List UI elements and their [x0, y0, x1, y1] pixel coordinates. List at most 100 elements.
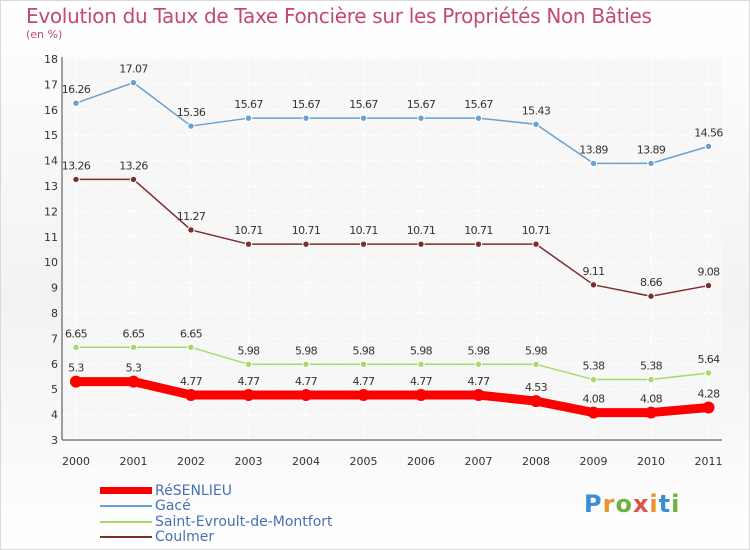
data-point	[589, 281, 598, 289]
data-point	[417, 360, 425, 369]
data-point	[647, 292, 655, 300]
data-label: 10.71	[292, 224, 321, 237]
data-label: 15.36	[177, 106, 206, 119]
y-tick-label: 13	[44, 180, 58, 193]
data-point	[300, 389, 312, 402]
data-point	[645, 406, 657, 419]
data-label: 15.67	[407, 98, 436, 111]
data-point	[302, 360, 310, 369]
legend-swatch-resenlieu	[100, 487, 152, 494]
legend-item-saint-evroult[interactable]: Saint-Evroult-de-Montfort	[100, 515, 400, 529]
data-point	[72, 99, 80, 107]
data-point	[302, 114, 310, 122]
data-point	[415, 389, 427, 402]
data-label: 8.66	[640, 276, 663, 289]
data-label: 5.38	[582, 360, 605, 373]
data-point	[302, 240, 310, 248]
legend-item-coulmer[interactable]: Coulmer	[100, 530, 400, 544]
x-tick-label: 2000	[62, 455, 90, 468]
data-label: 17.07	[119, 63, 148, 76]
data-label: 10.71	[349, 224, 378, 237]
data-label: 4.08	[640, 393, 663, 406]
y-tick-label: 5	[51, 383, 58, 396]
data-label: 4.77	[352, 375, 375, 388]
data-point	[532, 360, 540, 369]
data-label: 14.56	[694, 126, 723, 139]
data-point	[704, 142, 713, 151]
data-point	[127, 375, 140, 388]
data-label: 10.71	[464, 224, 493, 237]
y-tick-label: 7	[51, 332, 58, 345]
data-point	[704, 281, 713, 290]
x-tick-label: 2001	[120, 455, 148, 468]
data-label: 5.98	[237, 344, 260, 357]
data-point	[704, 369, 713, 377]
data-point	[647, 375, 655, 384]
data-point	[244, 360, 253, 369]
data-point	[72, 175, 80, 184]
data-label: 4.77	[467, 375, 490, 388]
data-point	[417, 114, 425, 122]
data-point	[357, 389, 370, 402]
data-point	[244, 114, 253, 122]
data-point	[474, 240, 483, 248]
data-label: 5.38	[640, 360, 663, 373]
data-point	[702, 401, 715, 414]
data-point	[359, 360, 368, 369]
chart-title: Evolution du Taux de Taxe Foncière sur l…	[26, 4, 652, 28]
data-point	[129, 175, 138, 184]
data-label: 15.67	[464, 98, 493, 111]
data-label: 4.77	[295, 375, 318, 388]
data-point	[532, 240, 540, 248]
legend-label-saint-evroult: Saint-Evroult-de-Montfort	[155, 514, 333, 530]
data-point	[474, 114, 483, 122]
data-label: 6.65	[65, 327, 88, 340]
data-label: 10.71	[407, 224, 436, 237]
series-line-0	[71, 377, 713, 418]
y-tick-label: 12	[44, 205, 58, 218]
legend-swatch-saint-evroult	[100, 521, 152, 523]
data-label: 5.98	[467, 344, 490, 357]
data-label: 15.67	[349, 98, 378, 111]
y-tick-label: 4	[51, 409, 58, 422]
y-tick-label: 6	[51, 358, 58, 371]
x-tick-label: 2006	[407, 455, 435, 468]
data-point	[72, 343, 80, 351]
data-label: 5.98	[295, 344, 318, 357]
data-label: 6.65	[180, 327, 203, 340]
y-tick-label: 15	[44, 129, 58, 142]
x-tick-label: 2011	[695, 455, 723, 468]
data-label: 13.26	[119, 159, 148, 172]
legend-item-resenlieu[interactable]: RéSENLIEU	[100, 484, 400, 498]
legend-swatch-gace	[100, 505, 152, 507]
y-tick-label: 10	[44, 256, 58, 269]
x-tick-label: 2004	[292, 455, 320, 468]
y-tick-label: 8	[51, 307, 58, 320]
data-point	[187, 343, 195, 351]
data-point	[472, 389, 485, 402]
data-point	[129, 343, 138, 351]
legend-label-gace: Gacé	[155, 498, 191, 514]
data-label: 10.71	[234, 224, 263, 237]
data-label: 13.89	[637, 143, 666, 156]
data-label: 15.67	[234, 98, 263, 111]
series-line-2	[75, 346, 710, 381]
y-tick-label: 16	[44, 104, 58, 117]
legend-item-gace[interactable]: Gacé	[100, 499, 400, 513]
data-point	[359, 240, 368, 248]
data-label: 11.27	[177, 210, 206, 223]
legend-label-coulmer: Coulmer	[155, 529, 215, 545]
data-label: 4.08	[582, 393, 605, 406]
data-label: 4.77	[410, 375, 433, 388]
series-line-3	[75, 178, 710, 297]
data-label: 9.08	[697, 266, 720, 279]
data-point	[187, 122, 195, 130]
proxiti-logo: Proxiti	[584, 490, 681, 518]
chart-unit: (en %)	[26, 28, 63, 41]
data-point	[187, 226, 195, 234]
legend-label-resenlieu: RéSENLIEU	[155, 483, 232, 499]
x-tick-label: 2005	[350, 455, 378, 468]
data-label: 13.89	[579, 143, 608, 156]
y-tick-label: 17	[44, 78, 58, 91]
data-label: 9.11	[582, 265, 604, 278]
